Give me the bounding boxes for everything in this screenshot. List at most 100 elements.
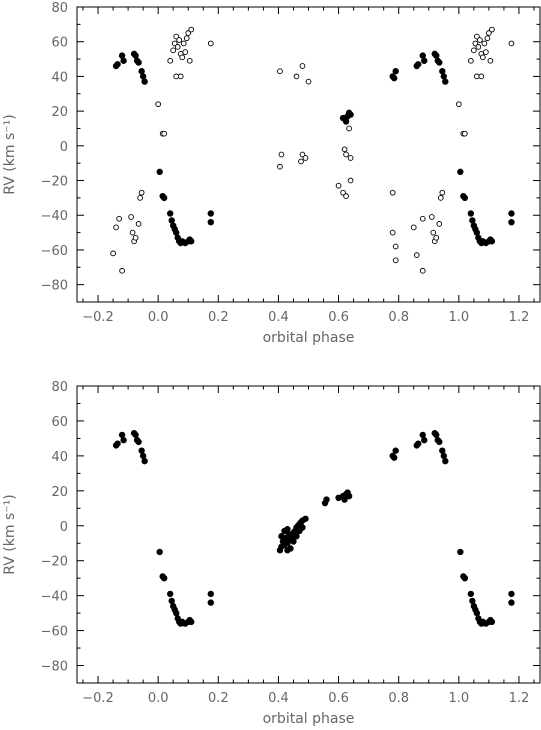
rv-point-open (489, 26, 495, 33)
rv-point-open (481, 40, 488, 47)
rv-point-filled (392, 447, 399, 454)
rv-point-open (174, 44, 181, 50)
rv-point-filled (390, 74, 398, 82)
x-tick-label: 0.0 (148, 691, 169, 706)
rv-point-filled (457, 168, 464, 176)
rv-point-filled (461, 194, 469, 202)
rv-point-filled (508, 218, 515, 226)
rv-point-open (392, 257, 399, 264)
rv-point-filled (135, 59, 142, 66)
rv-point-filled (488, 618, 496, 626)
rv-point-filled (293, 533, 300, 540)
rv-point-filled (188, 238, 195, 245)
rv-point-filled (138, 447, 145, 454)
rv-point-filled (488, 238, 496, 245)
rv-point-filled (433, 431, 440, 439)
rv-point-open (487, 57, 494, 64)
rv-point-open (419, 267, 426, 274)
rv-point-open (484, 35, 491, 42)
rv-point-filled (421, 436, 428, 444)
rv-point-filled (467, 210, 475, 217)
rv-point-filled (461, 574, 469, 582)
rv-point-filled (415, 61, 422, 68)
rv-point-open (430, 229, 437, 236)
rv-point-filled (345, 492, 353, 500)
rv-point-filled (436, 59, 443, 66)
rv-point-filled (439, 447, 446, 454)
x-tick-label: 1.0 (448, 310, 469, 325)
rv-point-filled (433, 52, 440, 59)
rv-point-open (137, 195, 143, 201)
rv-point-filled (132, 431, 139, 439)
rv-point-filled (323, 496, 330, 503)
rv-point-open (305, 78, 312, 85)
y-tick-label: 0 (60, 520, 68, 535)
y-tick-label: −80 (41, 660, 68, 675)
rv-point-filled (156, 548, 163, 556)
rv-point-open (186, 57, 193, 64)
rv-point-filled (508, 599, 515, 606)
rv-point-filled (442, 78, 449, 85)
rv-point-filled (207, 218, 214, 226)
rv-point-filled (114, 440, 121, 447)
rv-point-open (483, 49, 489, 55)
rv-point-open (171, 40, 178, 47)
y-tick-label: 20 (51, 485, 68, 500)
rv-point-open (392, 243, 399, 250)
y-axis-label: RV (km s⁻¹) (2, 494, 18, 574)
rv-point-filled (188, 618, 195, 626)
rv-point-open (335, 182, 342, 189)
rv-point-open (180, 40, 187, 47)
rv-point-filled (342, 118, 350, 125)
rv-point-open (472, 40, 479, 47)
rv-point-filled (347, 111, 354, 118)
rv-point-filled (167, 210, 174, 217)
rv-panel-bottom: −0.2 0.0 0.2 0.4 0.6 0.8 1.0 1.2 −80 −60 −40 −20 0 20… (2, 380, 541, 727)
rv-point-filled (419, 52, 426, 59)
x-tick-label: 0.8 (388, 691, 409, 706)
rv-point-open (277, 68, 283, 75)
rv-point-filled (118, 431, 126, 439)
x-tick-label: 1.2 (509, 691, 530, 706)
rv-point-open (170, 47, 177, 54)
rv-point-open (173, 33, 180, 40)
rv-point-open (177, 73, 184, 80)
rv-point-open (461, 130, 468, 137)
rv-point-filled (457, 548, 464, 556)
rv-point-filled (139, 452, 147, 460)
x-tick-label: 0.8 (388, 310, 409, 325)
rv-point-open (182, 49, 189, 55)
rv-point-open (119, 267, 125, 274)
x-tick-label: −0.2 (82, 691, 114, 706)
y-tick-label: 60 (51, 415, 68, 430)
rv-point-open (113, 224, 119, 231)
rv-point-open (347, 155, 354, 161)
rv-point-open (508, 40, 515, 47)
rv-point-open (299, 63, 306, 69)
rv-point-open (346, 125, 352, 132)
rv-point-open (161, 130, 168, 137)
rv-point-open (433, 234, 440, 241)
rv-point-filled (508, 210, 515, 217)
rv-point-filled (141, 457, 148, 465)
rv-point-filled (160, 574, 168, 582)
rv-point-filled (168, 217, 175, 224)
y-tick-label: −40 (41, 590, 68, 605)
y-tick-label: 20 (51, 105, 68, 120)
rv-point-open (278, 151, 285, 158)
rv-point-filled (421, 57, 428, 64)
rv-point-filled (141, 78, 148, 85)
rv-point-filled (440, 73, 447, 80)
x-tick-label: 0.2 (208, 310, 229, 325)
rv-point-filled (120, 57, 127, 64)
rv-point-filled (299, 524, 306, 531)
rv-point-open (207, 40, 214, 47)
rv-point-filled (120, 436, 127, 444)
rv-point-open (477, 37, 483, 43)
y-axis-label: RV (km s⁻¹) (2, 114, 18, 194)
rv-point-open (468, 57, 474, 64)
rv-point-filled (392, 68, 399, 75)
rv-point-filled (415, 440, 422, 447)
rv-point-filled (207, 210, 214, 217)
